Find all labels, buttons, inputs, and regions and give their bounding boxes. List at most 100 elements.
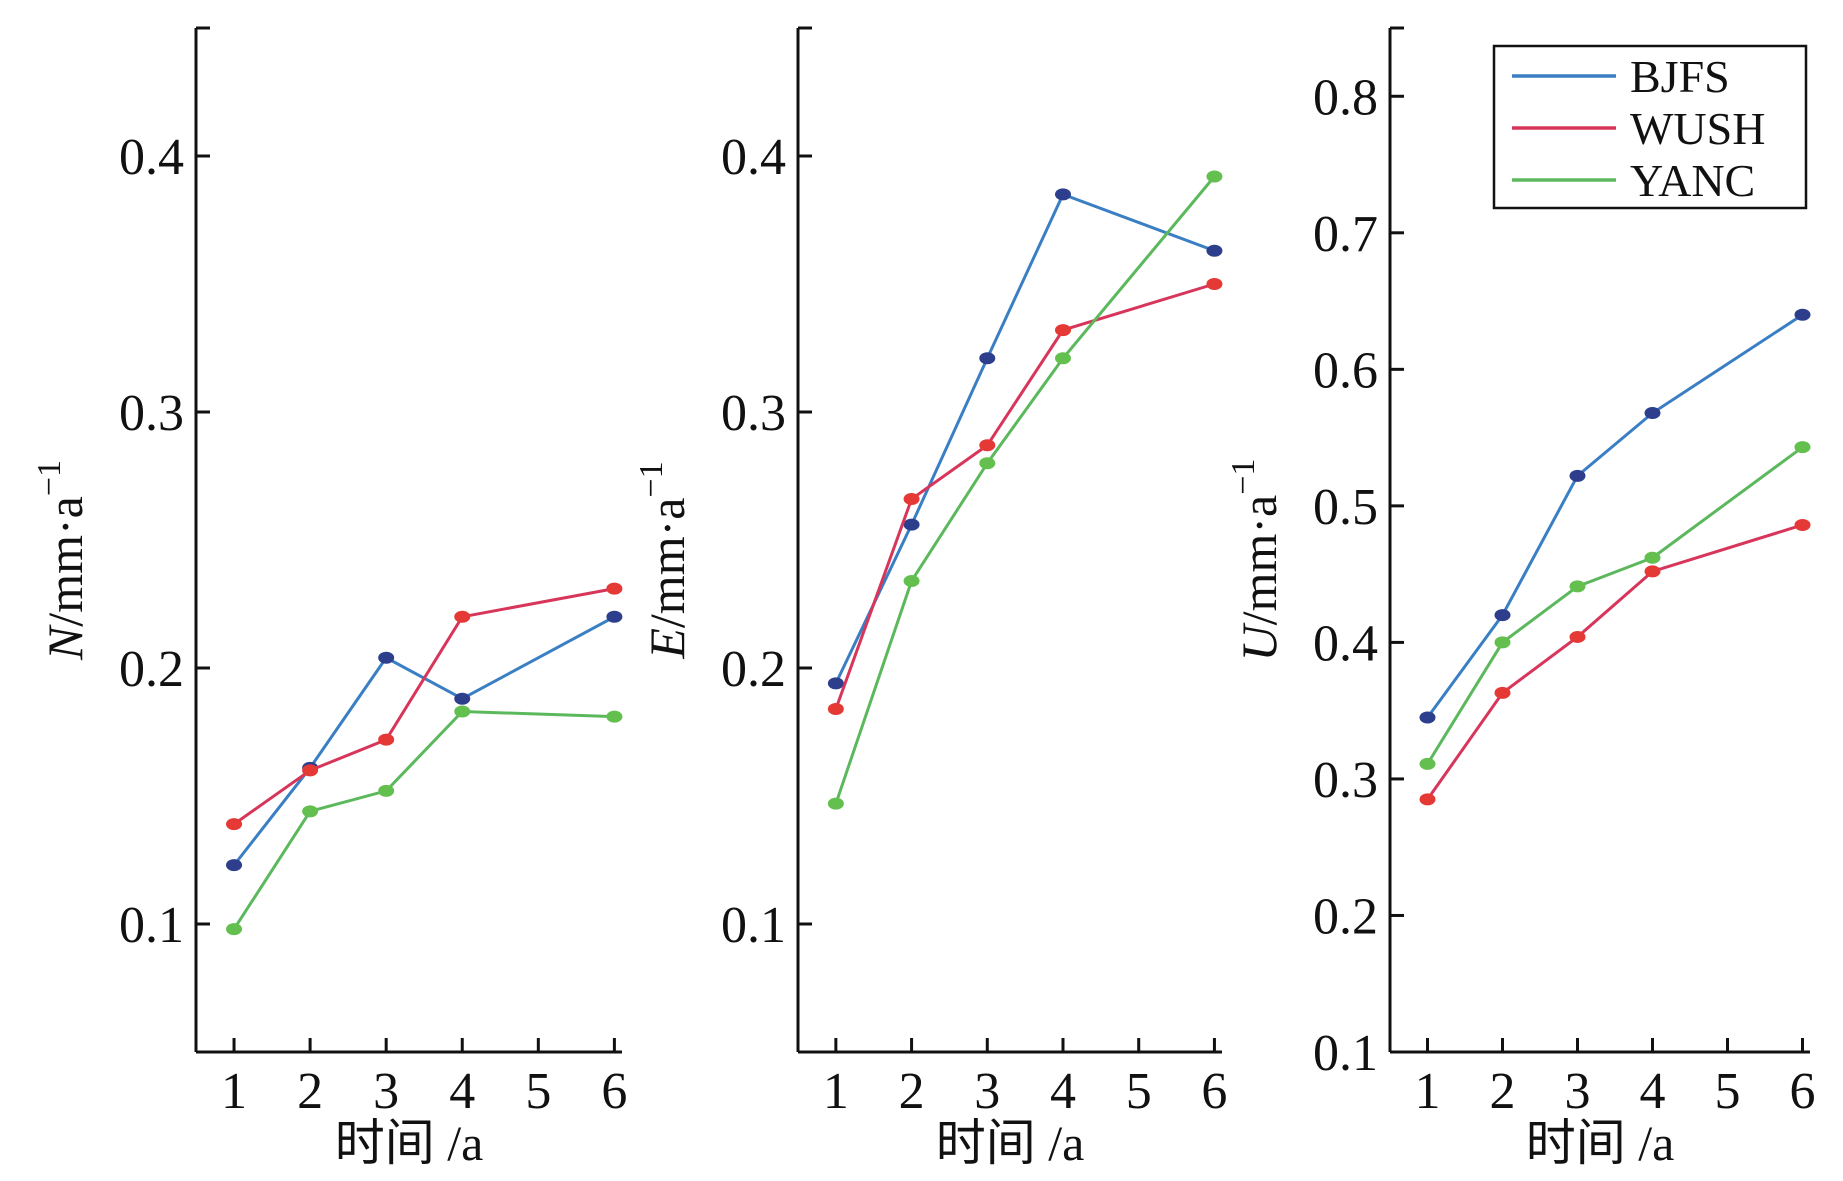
x-tick-label: 5: [1715, 1063, 1741, 1120]
x-tick-label: 6: [601, 1063, 627, 1120]
data-point-wush: [454, 610, 471, 623]
data-point-wush: [1569, 630, 1586, 643]
x-tick-label: 1: [221, 1063, 247, 1120]
y-axis-label-exponent: −1: [31, 460, 68, 496]
series-line-wush: [834, 282, 1215, 710]
data-point-wush: [606, 582, 623, 595]
data-point-wush: [1494, 686, 1511, 699]
series-wush: [226, 582, 623, 831]
data-point-yanc: [1644, 551, 1661, 564]
data-point-wush: [1055, 324, 1071, 337]
y-axis-label-exponent: −1: [633, 461, 670, 497]
series-yanc: [827, 170, 1223, 810]
y-axis-label-exponent: −1: [1225, 459, 1262, 495]
data-point-yanc: [226, 923, 243, 936]
series-yanc: [1419, 441, 1811, 770]
y-tick-label: 0.7: [1313, 206, 1378, 263]
y-axis-label-unit: /mm·a: [37, 496, 93, 627]
panel-e: 0.1 0.2 0.3 0.4 1 2 3 4 5 6 时间 /a E/mm·a−1: [633, 26, 1227, 1171]
x-tick-label: 4: [449, 1063, 475, 1120]
data-point-bjfs: [1419, 711, 1436, 724]
y-axis-label-variable: N: [37, 624, 93, 661]
data-point-yanc: [302, 805, 319, 818]
data-point-wush: [827, 702, 844, 715]
data-point-bjfs: [1794, 308, 1811, 321]
series-wush: [1419, 518, 1811, 806]
y-tick-label: 0.3: [1313, 752, 1378, 809]
data-point-wush: [1794, 518, 1811, 531]
data-point-bjfs: [903, 518, 920, 531]
y-tick-label: 0.2: [119, 641, 184, 698]
data-point-wush: [378, 733, 395, 746]
x-tick-label: 3: [373, 1063, 399, 1120]
data-point-wush: [903, 493, 920, 506]
data-point-bjfs: [1206, 244, 1223, 257]
legend-label-bjfs: BJFS: [1630, 51, 1730, 102]
x-tick-label: 5: [1126, 1063, 1152, 1120]
data-point-yanc: [1794, 441, 1811, 454]
y-tick-label: 0.2: [1313, 888, 1378, 945]
x-tick-label: 2: [297, 1063, 323, 1120]
data-point-bjfs: [226, 859, 243, 872]
y-axis-label: E/mm·a−1: [633, 461, 695, 659]
data-point-yanc: [1206, 170, 1223, 183]
x-axis-label: 时间 /a: [1526, 1115, 1675, 1171]
series-line-bjfs: [232, 615, 616, 867]
y-axis-label: U/mm·a−1: [1225, 459, 1287, 662]
y-axis-label-variable: U: [1231, 622, 1287, 661]
legend-label-wush: WUSH: [1630, 103, 1765, 154]
x-tick-label: 1: [823, 1063, 849, 1120]
x-tick-label: 3: [1565, 1063, 1591, 1120]
y-tick-label: 0.4: [721, 129, 786, 186]
y-tick-label: 0.3: [119, 385, 184, 442]
series-line-bjfs: [1426, 313, 1804, 719]
x-axis-label: 时间 /a: [936, 1115, 1085, 1171]
series-line-yanc: [834, 175, 1216, 805]
data-point-yanc: [454, 705, 471, 718]
data-point-bjfs: [454, 692, 471, 705]
y-tick-label: 0.4: [1313, 615, 1378, 672]
data-point-yanc: [1569, 580, 1586, 593]
series-bjfs: [1419, 308, 1811, 724]
data-point-wush: [302, 764, 319, 777]
data-point-wush: [1644, 565, 1661, 578]
x-tick-label: 2: [899, 1063, 925, 1120]
x-axis-label: 时间 /a: [335, 1115, 484, 1171]
series-wush: [827, 278, 1223, 715]
x-tick-label: 2: [1490, 1063, 1516, 1120]
y-tick-label: 0.5: [1313, 479, 1378, 536]
x-tick-label: 6: [1201, 1063, 1227, 1120]
panel-u: 0.1 0.2 0.3 0.4 0.5 0.6 0.7 0.8 1 2 3 4 5 6 时间 /a U/mm·…: [1225, 26, 1816, 1171]
data-point-bjfs: [606, 610, 623, 623]
x-tick-label: 4: [1050, 1063, 1076, 1120]
x-tick-label: 5: [525, 1063, 551, 1120]
y-tick-label: 0.6: [1313, 342, 1378, 399]
series-bjfs: [226, 610, 623, 872]
x-tick-label: 1: [1415, 1063, 1441, 1120]
data-point-bjfs: [1569, 469, 1586, 482]
x-tick-label: 3: [974, 1063, 1000, 1120]
data-point-bjfs: [1494, 609, 1511, 622]
y-axis-label-unit: /mm·a: [1231, 495, 1287, 626]
data-point-yanc: [979, 457, 996, 470]
data-point-wush: [226, 818, 243, 831]
x-tick-label: 4: [1640, 1063, 1666, 1120]
series-line-bjfs: [834, 192, 1215, 685]
y-axis-label: N/mm·a−1: [31, 460, 93, 661]
data-point-bjfs: [979, 352, 996, 365]
series-line-yanc: [232, 709, 615, 930]
y-tick-label: 0.1: [721, 897, 786, 954]
data-point-bjfs: [1644, 407, 1661, 420]
data-point-bjfs: [827, 677, 844, 690]
y-tick-label: 0.4: [119, 129, 184, 186]
data-point-yanc: [1055, 352, 1071, 365]
panel-n: 0.1 0.2 0.3 0.4 1 2 3 4 5 6 时间 /a N/mm·a−1: [31, 26, 627, 1171]
data-point-bjfs: [378, 651, 395, 664]
x-tick-label: 6: [1790, 1063, 1816, 1120]
y-tick-label: 0.3: [721, 385, 786, 442]
data-point-yanc: [903, 574, 920, 587]
y-tick-label: 0.8: [1313, 69, 1378, 126]
y-tick-label: 0.1: [119, 897, 184, 954]
